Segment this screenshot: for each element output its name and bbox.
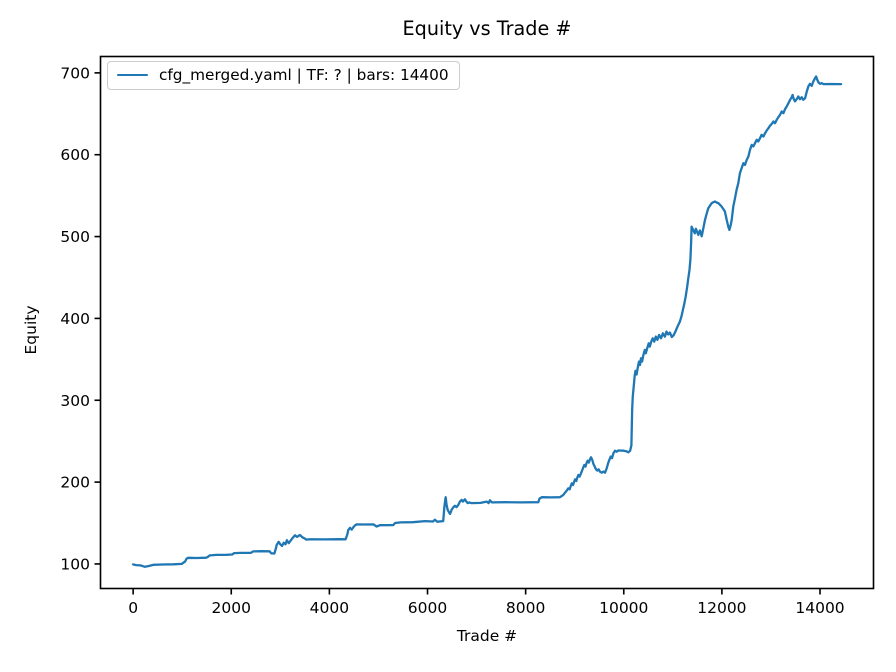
y-axis-tick-label: 400 <box>60 310 90 328</box>
y-axis-tick-label: 700 <box>60 64 90 82</box>
x-axis-tick-label: 8000 <box>506 599 545 617</box>
x-axis-tick-label: 0 <box>128 599 138 617</box>
x-axis-tick-label: 6000 <box>408 599 447 617</box>
x-axis-tick-label: 2000 <box>212 599 251 617</box>
y-axis-tick-label: 500 <box>60 228 90 246</box>
x-axis-label: Trade # <box>456 627 518 645</box>
x-axis-tick-label: 4000 <box>310 599 349 617</box>
legend-label: cfg_merged.yaml | TF: ? | bars: 14400 <box>159 66 449 84</box>
equity-curve <box>131 75 843 568</box>
legend: cfg_merged.yaml | TF: ? | bars: 14400 <box>107 61 460 90</box>
y-axis-tick-label: 300 <box>60 392 90 410</box>
y-axis-tick-label: 600 <box>60 146 90 164</box>
y-axis-tick-label: 200 <box>60 474 90 492</box>
y-axis-label: Equity <box>22 305 40 355</box>
legend-line-sample <box>117 73 148 77</box>
x-axis-tick-label: 10000 <box>599 599 648 617</box>
y-axis-tick-label: 100 <box>60 555 90 573</box>
x-axis-tick-label: 12000 <box>697 599 746 617</box>
x-axis-tick-label: 14000 <box>795 599 844 617</box>
chart-title: Equity vs Trade # <box>402 17 572 40</box>
plot-frame <box>99 55 875 590</box>
